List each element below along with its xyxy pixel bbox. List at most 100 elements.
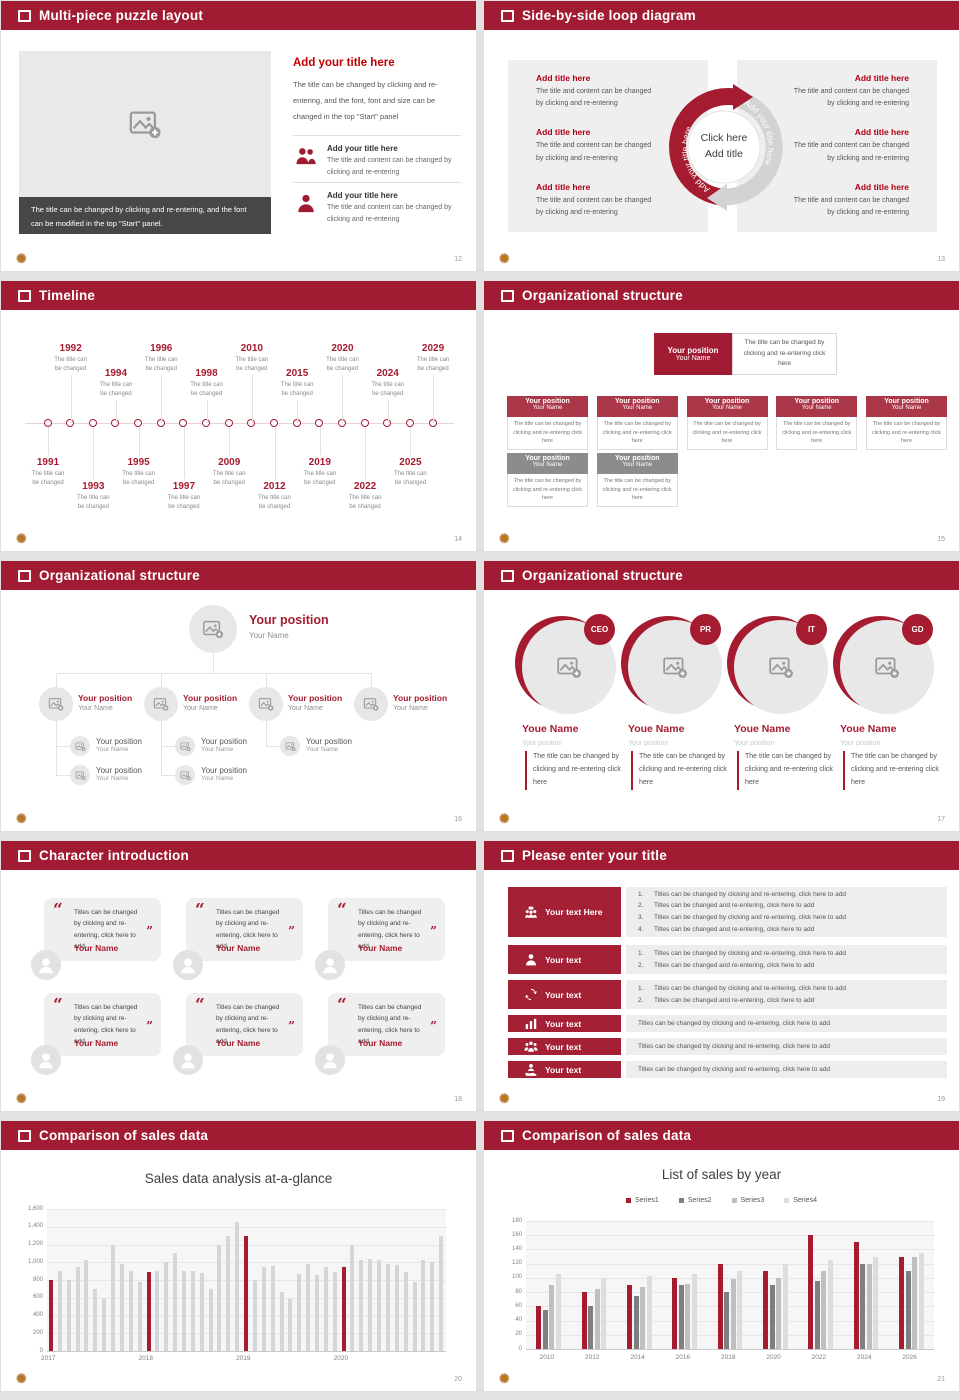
slide-title: Organizational structure	[522, 288, 683, 303]
bar	[368, 1258, 373, 1351]
slide-timeline[interactable]: Timeline 1991 The title can be changed 1992…	[0, 280, 477, 552]
timeline-caption: The title can be changed	[65, 494, 121, 511]
y-axis-tick: 400	[32, 1312, 43, 1318]
caption-line: be changed	[77, 503, 109, 510]
caption-line: The title can	[54, 357, 87, 363]
add-image-icon	[258, 696, 274, 712]
open-quote-icon: “	[337, 995, 347, 1015]
role-badge: PR	[690, 614, 721, 645]
meeting-icon	[524, 906, 538, 919]
person-name: Your Name	[74, 1038, 119, 1048]
slide-multi-piece-puzzle[interactable]: Multi-piece puzzle layout The title can …	[0, 0, 477, 272]
bar	[385, 1264, 390, 1351]
caption-line: The title can	[371, 382, 405, 388]
avatar-person-icon	[319, 1049, 341, 1071]
slide-org-structure-boxes[interactable]: Organizational structure Your position Y…	[483, 280, 960, 552]
gridline	[526, 1249, 934, 1251]
right-panel: Add title here The title and content can …	[737, 60, 937, 232]
slide-org-structure-members[interactable]: Organizational structure CEO Youe Name You…	[483, 560, 960, 832]
org-root-box: Your position Your Name	[654, 333, 732, 375]
y-axis-tick: 1,000	[27, 1258, 43, 1265]
timeline-caption: The title can be changed	[20, 470, 76, 487]
org-box-body: The title can be changed by clicking and…	[596, 417, 678, 450]
slide-org-structure-tree[interactable]: Organizational structure Your position Y…	[0, 560, 477, 832]
caption-line: be changed	[145, 365, 177, 372]
slide-enter-your-title[interactable]: Please enter your title Your text Here 1.…	[483, 840, 960, 1112]
timeline-caption: The title can be changed	[133, 356, 189, 373]
row-line: 1. Titles can be changed by clicking and …	[638, 983, 935, 995]
sub-photo-circle	[70, 765, 90, 785]
divider	[293, 182, 461, 183]
timeline-caption: The title can be changed	[247, 494, 303, 511]
tree-connector	[213, 653, 214, 673]
caption-line: be changed	[326, 365, 359, 372]
org-box-header: Your position Your Name	[596, 453, 678, 474]
gridline	[526, 1306, 934, 1308]
timeline-connector	[274, 427, 276, 479]
bar	[235, 1222, 240, 1351]
org-box: Your position Your Name The title can be c…	[507, 453, 588, 507]
item-title: Add title here	[536, 181, 591, 192]
timeline-year: 2029	[421, 343, 445, 354]
slide-character-introduction[interactable]: Character introduction “ Titles can be ch…	[0, 840, 477, 1112]
bar	[439, 1235, 444, 1351]
x-axis-line	[47, 1351, 446, 1352]
line-number: 3.	[638, 914, 644, 921]
timeline-event: 2015 The title can be changed	[269, 368, 325, 398]
loop-item: Add title here The title and content can …	[792, 73, 909, 111]
avatar-person-icon	[177, 1049, 199, 1071]
timeline-year: 1996	[150, 343, 173, 354]
x-axis-tick: 2024	[857, 1354, 872, 1361]
branch-photo-circle	[249, 687, 283, 721]
avatar	[31, 1045, 61, 1075]
role-badge: IT	[796, 614, 827, 645]
slide-header: Organizational structure	[484, 281, 959, 310]
slide-loop-diagram[interactable]: Side-by-side loop diagram Add title here…	[483, 0, 960, 272]
tree-connector	[161, 721, 162, 775]
bar	[827, 1260, 833, 1349]
line-number: 2.	[638, 902, 644, 910]
slide-sales-chart-grouped[interactable]: Comparison of sales data List of sales b…	[483, 1120, 960, 1392]
member-name: Youe Name	[628, 723, 685, 735]
square-bullet-icon	[18, 289, 31, 302]
timeline-connector	[70, 375, 72, 423]
bar	[323, 1266, 328, 1351]
timeline-caption: The title can be changed	[224, 356, 280, 373]
row-label: Your text	[545, 1064, 582, 1075]
slide-title: Comparison of sales data	[39, 1128, 209, 1143]
member-name: Youe Name	[840, 723, 897, 735]
loop-item: Add title here The title and content can …	[536, 127, 653, 165]
y-axis-tick: 200	[32, 1329, 43, 1336]
people-icon	[295, 146, 317, 166]
timeline-axis	[25, 423, 454, 424]
page-number: 18	[454, 1096, 462, 1103]
chart-icon	[524, 1017, 538, 1030]
bar	[49, 1280, 53, 1351]
org-box-header: Your position Your Name	[776, 396, 858, 417]
line-text: Titles can be changed by clicking and re…	[638, 1042, 830, 1050]
legend-item: Series1	[626, 1197, 659, 1204]
x-axis-tick: 2016	[675, 1354, 691, 1361]
bar	[763, 1270, 769, 1349]
gridline	[526, 1292, 934, 1294]
line-number: 1.	[638, 890, 644, 898]
item-body: The title and content can be changed by …	[536, 88, 652, 108]
close-quote-icon: ”	[430, 924, 437, 938]
y-axis-tick: 0	[518, 1345, 522, 1352]
slide-title: Comparison of sales data	[522, 1128, 692, 1143]
square-bullet-icon	[501, 1129, 514, 1142]
timeline-connector	[365, 427, 367, 479]
slide-sales-chart-single[interactable]: Comparison of sales data Sales data anal…	[0, 1120, 477, 1392]
slide-header: Comparison of sales data	[1, 1121, 476, 1150]
bar	[421, 1260, 426, 1351]
tree-connector	[161, 673, 162, 687]
timeline-dot	[88, 419, 97, 427]
bar	[860, 1263, 866, 1349]
bar	[646, 1276, 652, 1349]
org-box: Your position Your Name The title can be c…	[866, 396, 947, 450]
open-quote-icon: “	[53, 995, 63, 1015]
logo-starburst-icon: ✺	[499, 1371, 510, 1386]
bar	[536, 1306, 542, 1349]
cell: Character introduction “ Titles can be ch…	[0, 840, 480, 1120]
x-axis-tick: 2020	[766, 1354, 781, 1361]
